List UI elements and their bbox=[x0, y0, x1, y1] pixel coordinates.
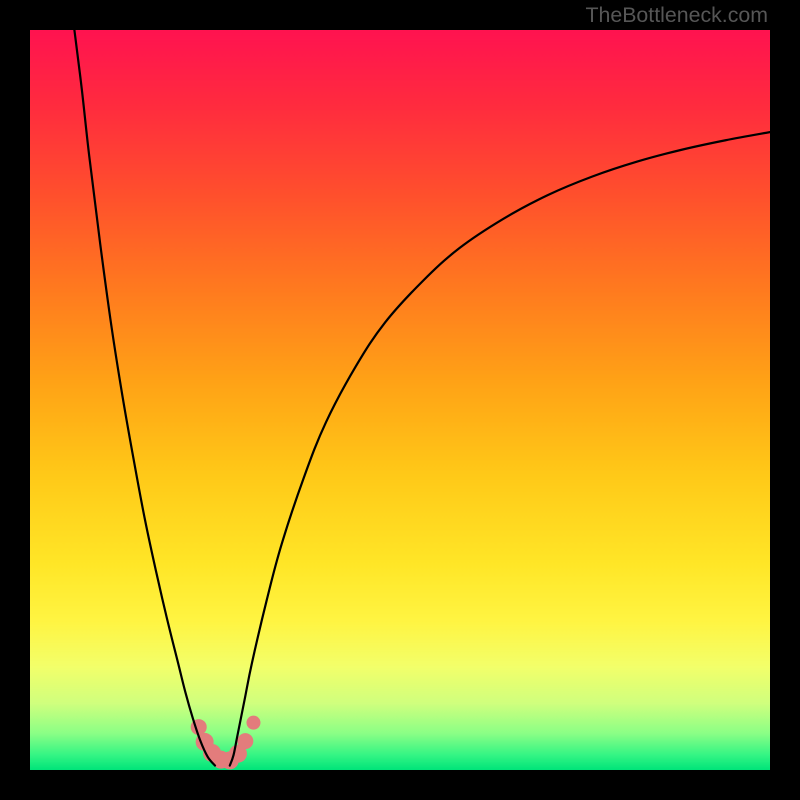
watermark-text: TheBottleneck.com bbox=[585, 3, 768, 28]
plot-frame bbox=[30, 30, 770, 770]
marker-dot bbox=[246, 716, 260, 730]
marker-dot bbox=[237, 733, 253, 749]
chart-stage: TheBottleneck.com bbox=[0, 0, 800, 800]
curves-layer bbox=[30, 30, 770, 770]
left-curve bbox=[74, 30, 215, 766]
right-curve bbox=[230, 132, 770, 765]
